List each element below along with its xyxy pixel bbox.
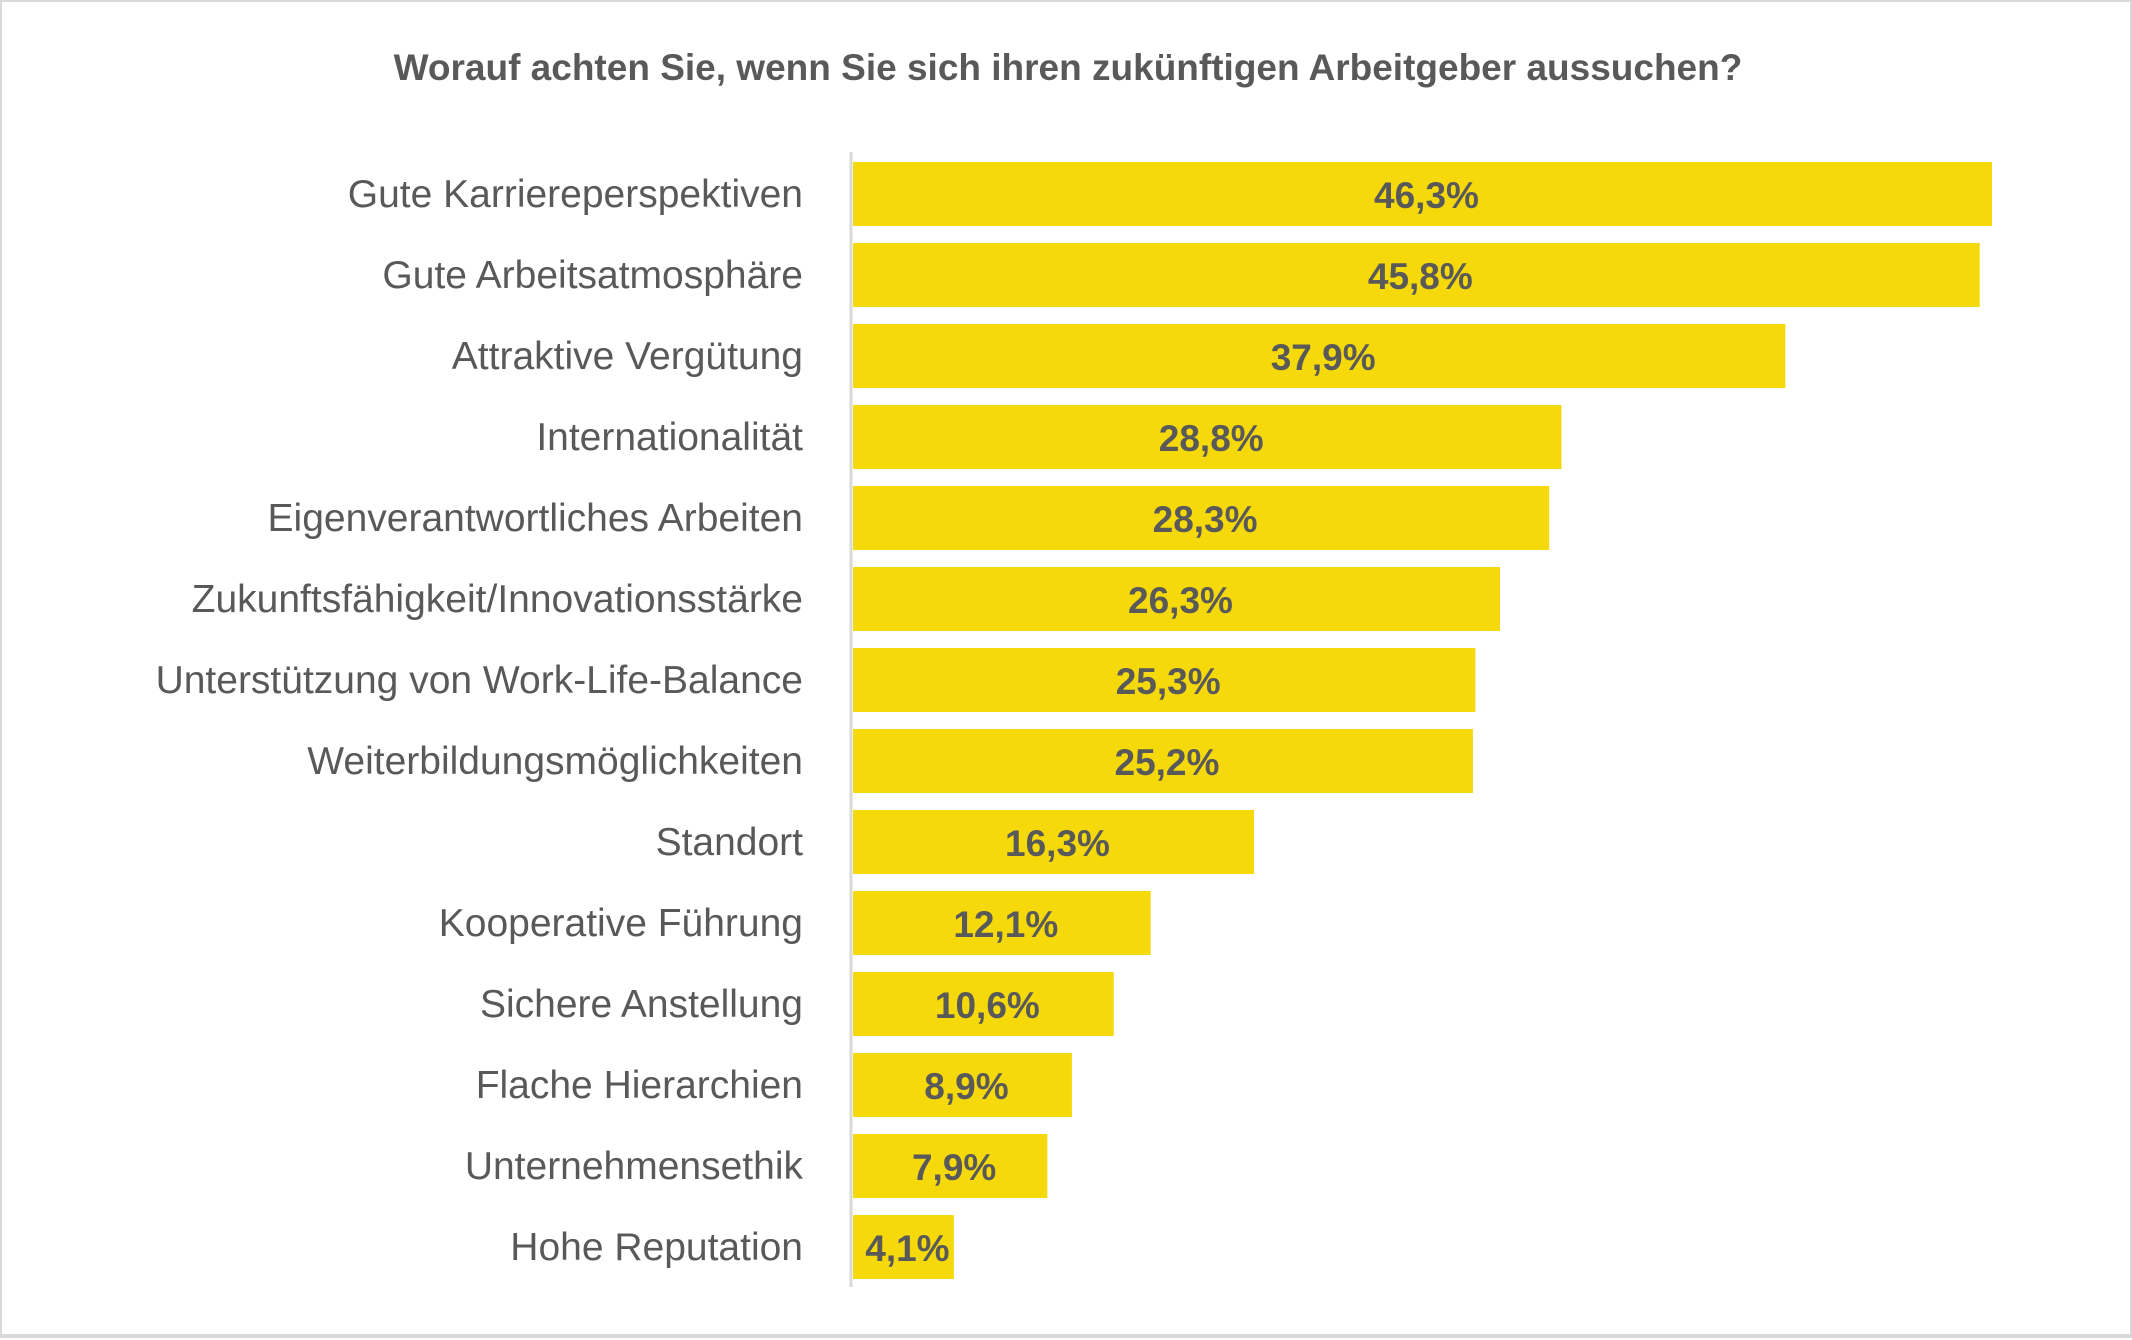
bar (853, 810, 1254, 874)
bar (853, 891, 1151, 955)
category-label: Internationalität (536, 416, 803, 459)
category-label: Attraktive Vergütung (452, 335, 803, 378)
category-label: Weiterbildungsmöglichkeiten (307, 740, 803, 783)
data-label: 26,3% (1128, 580, 1233, 621)
category-label: Flache Hierarchien (476, 1064, 803, 1107)
bar (853, 162, 1992, 226)
category-label: Zukunftsfähigkeit/Innovationsstärke (192, 578, 803, 621)
data-label: 28,3% (1153, 499, 1258, 540)
data-label: 37,9% (1271, 337, 1376, 378)
data-label: 45,8% (1368, 256, 1473, 297)
data-label: 46,3% (1374, 175, 1479, 216)
data-label: 10,6% (935, 985, 1040, 1026)
bars-group: Gute Karriereperspektiven 46,3% Gute Arbei… (156, 162, 1992, 1279)
data-label: 4,1% (865, 1228, 949, 1269)
bar (853, 648, 1476, 712)
data-label: 16,3% (1005, 823, 1110, 864)
category-label: Gute Karriereperspektiven (348, 173, 803, 216)
bar (853, 486, 1550, 550)
category-label: Unterstützung von Work-Life-Balance (156, 659, 803, 702)
data-label: 28,8% (1159, 418, 1264, 459)
bar (853, 567, 1500, 631)
data-label: 7,9% (912, 1147, 996, 1188)
data-label: 25,3% (1116, 661, 1221, 702)
bar (853, 243, 1980, 307)
bar (853, 405, 1562, 469)
category-label: Eigenverantwortliches Arbeiten (268, 497, 803, 540)
chart-title: Worauf achten Sie, wenn Sie sich ihren z… (394, 47, 1743, 88)
bar (853, 972, 1114, 1036)
bar (853, 1134, 1048, 1198)
bar (853, 729, 1473, 793)
data-label: 25,2% (1115, 742, 1220, 783)
category-label: Hohe Reputation (510, 1226, 803, 1269)
data-label: 12,1% (953, 904, 1058, 945)
bar (853, 1053, 1072, 1117)
category-label: Unternehmensethik (465, 1145, 804, 1188)
category-label: Gute Arbeitsatmosphäre (382, 254, 803, 297)
category-label: Sichere Anstellung (480, 983, 803, 1026)
data-label: 8,9% (924, 1066, 1008, 1107)
category-label: Kooperative Führung (439, 902, 803, 945)
bar (853, 324, 1786, 388)
bar (853, 1215, 954, 1279)
category-label: Standort (656, 821, 804, 864)
